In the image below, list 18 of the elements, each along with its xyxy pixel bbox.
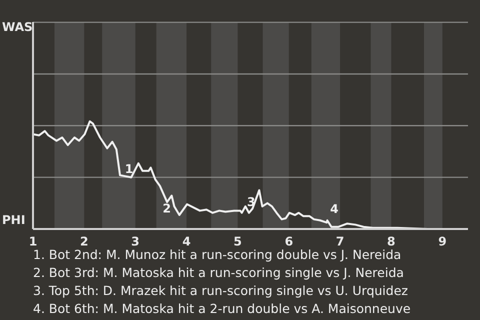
- x-tick-label: 7: [336, 234, 344, 249]
- annotation: 2: [162, 201, 171, 216]
- x-tick-label: 6: [284, 234, 294, 249]
- x-tick-label: 2: [80, 234, 88, 249]
- annotation: 1: [124, 162, 134, 176]
- text: 2. Bot 3rd: M. Matoska hit a run-scoring single vs J. Nereida: [33, 264, 405, 282]
- x-tick-label: 5: [234, 234, 242, 249]
- text: 1. Bot 2nd: M. Munoz hit a run-scoring double vs J. Nereida: [33, 246, 402, 264]
- text: 4. Bot 6th: M. Matoska hit a 2-run double vs A. Maisonneuve: [33, 300, 411, 318]
- text: PHI: [2, 213, 26, 227]
- annotation: 4: [330, 202, 339, 216]
- x-tick-label: 3: [131, 234, 140, 249]
- x-tick-label: 9: [438, 234, 447, 249]
- x-tick-label: 8: [387, 234, 396, 249]
- text: 3. Top 5th: D. Mrazek hit a run-scoring single vs U. Urquidez: [33, 282, 409, 300]
- text: WAS: [2, 20, 33, 34]
- x-tick-label: 4: [182, 234, 191, 249]
- x-tick-label: 1: [28, 234, 38, 249]
